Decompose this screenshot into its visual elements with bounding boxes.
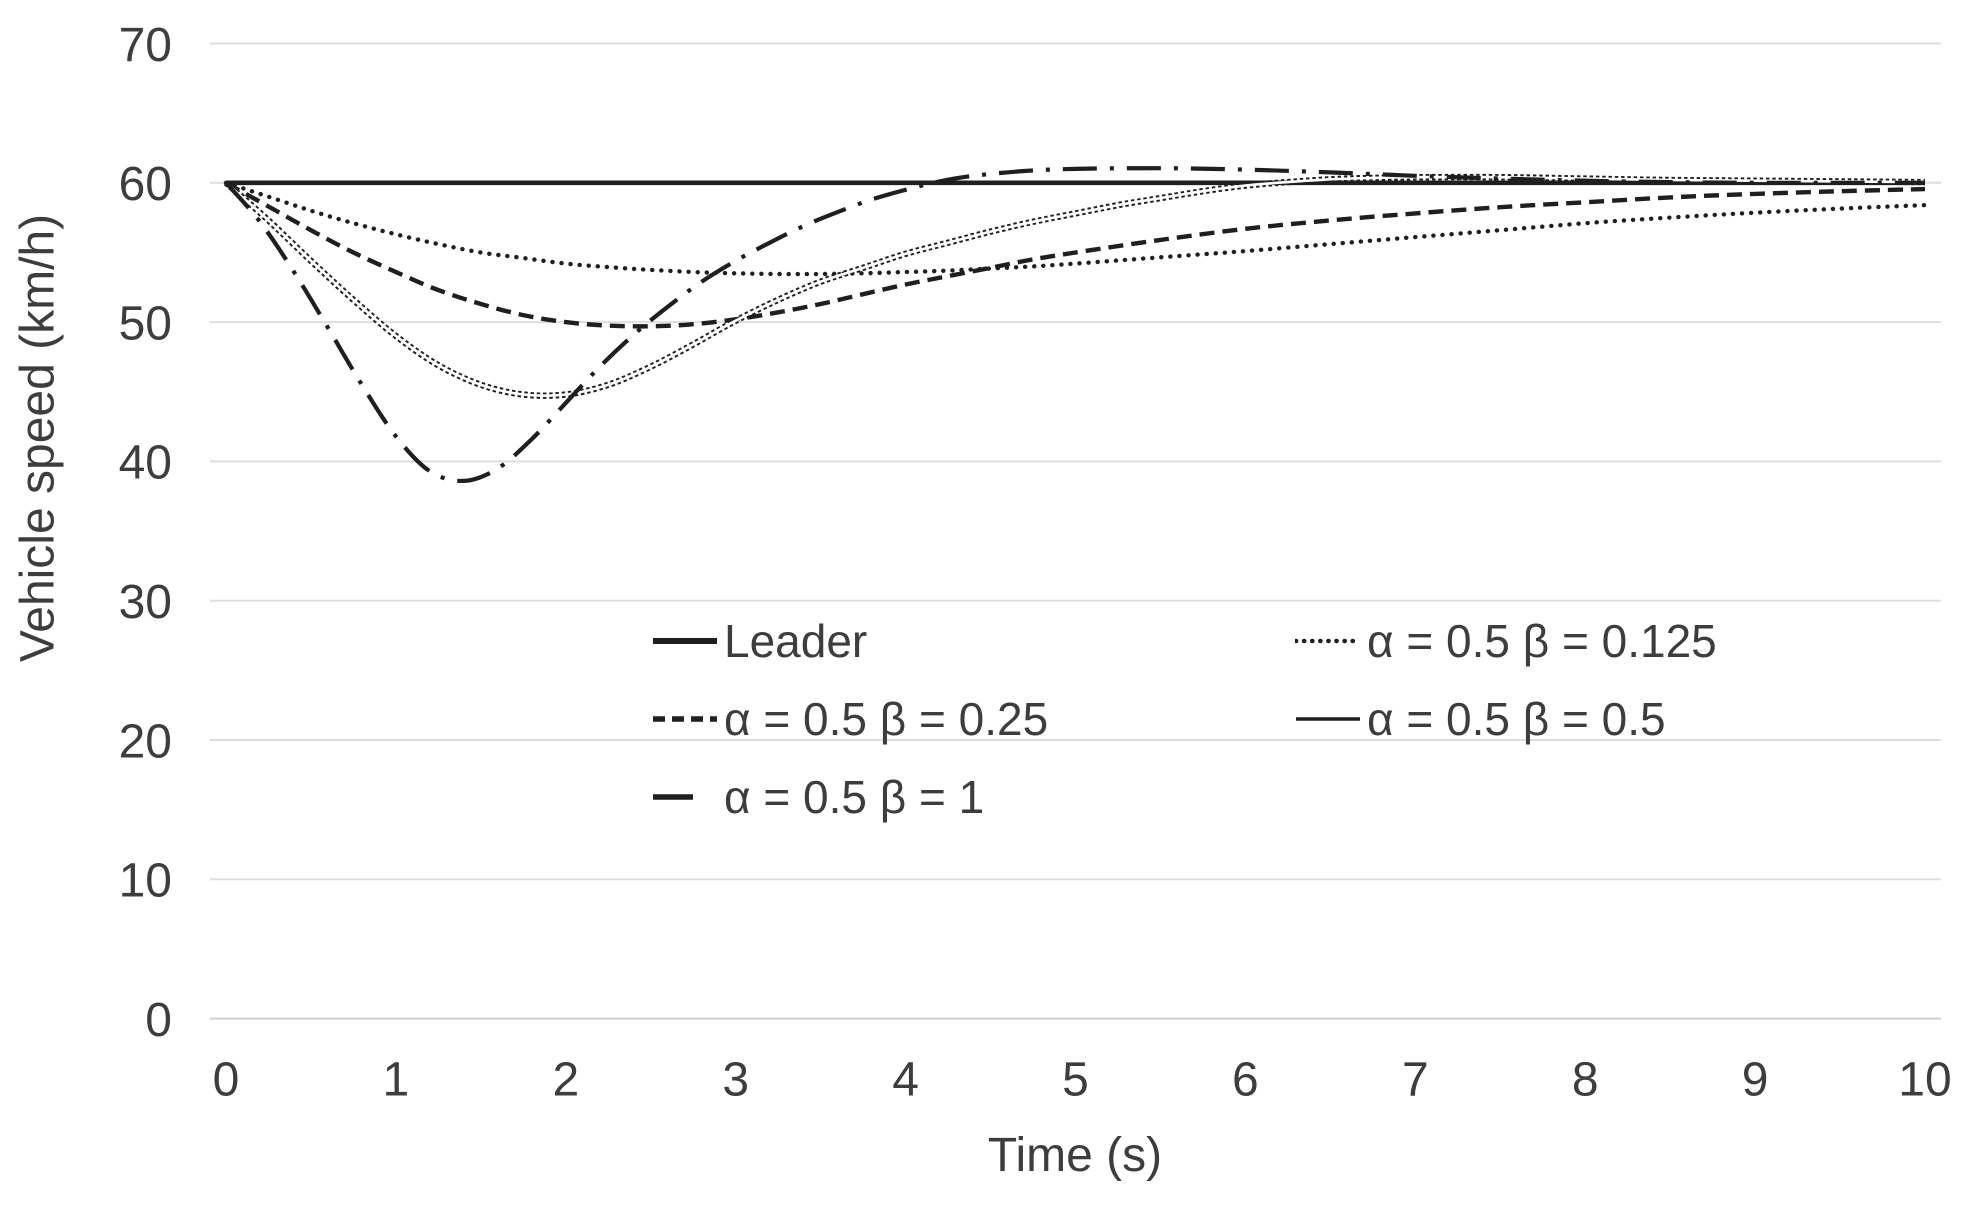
- x-tick-label-6: 6: [1232, 1053, 1259, 1106]
- series-path-2: [224, 180, 1926, 329]
- legend-item-label: α = 0.5 β = 0.25: [724, 693, 1049, 745]
- y-tick-label-60: 60: [119, 158, 172, 211]
- legend-marker-solid-thick-icon: [653, 638, 717, 644]
- x-tick-label-2: 2: [552, 1053, 579, 1106]
- series-path-3-core: [225, 175, 1926, 397]
- legend-item-4: α = 0.5 β = 1: [652, 769, 984, 825]
- legend-marker-dashdot-icon: [653, 794, 717, 800]
- y-tick-label-30: 30: [119, 576, 172, 629]
- x-tick-label-8: 8: [1572, 1053, 1599, 1106]
- y-tick-label-70: 70: [119, 19, 172, 72]
- legend-item-0: Leader: [652, 613, 867, 669]
- x-tick-label-4: 4: [892, 1053, 919, 1106]
- x-tick-label-9: 9: [1742, 1053, 1769, 1106]
- legend-marker-dotted-icon: [1295, 638, 1361, 644]
- x-tick-label-5: 5: [1062, 1053, 1089, 1106]
- y-tick-label-0: 0: [145, 994, 172, 1047]
- legend-marker-beaded-icon: [1296, 717, 1360, 721]
- x-tick-label-10: 10: [1898, 1053, 1951, 1106]
- y-tick-label-10: 10: [119, 855, 172, 908]
- legend-item-label: α = 0.5 β = 0.125: [1367, 615, 1717, 667]
- x-axis-title: Time (s): [987, 1129, 1163, 1182]
- legend-item-label: α = 0.5 β = 1: [724, 771, 985, 823]
- legend-item-label: α = 0.5 β = 0.5: [1367, 693, 1666, 745]
- y-axis-title: Vehicle speed (km/h): [11, 213, 65, 663]
- series-path-1: [223, 180, 1928, 277]
- x-tick-label-3: 3: [722, 1053, 749, 1106]
- legend-item-2: α = 0.5 β = 0.25: [652, 691, 1048, 747]
- y-tick-label-20: 20: [119, 715, 172, 768]
- legend-item-3: α = 0.5 β = 0.5: [1295, 691, 1666, 747]
- series-path-3: [223, 173, 1926, 399]
- legend-marker-dashed-icon: [653, 716, 717, 722]
- legend-item-1: α = 0.5 β = 0.125: [1295, 613, 1717, 669]
- y-tick-label-40: 40: [119, 437, 172, 490]
- y-tick-label-50: 50: [119, 297, 172, 350]
- series-path-4: [224, 166, 1925, 484]
- legend-item-label: Leader: [724, 615, 868, 667]
- x-tick-label-7: 7: [1402, 1053, 1429, 1106]
- x-tick-label-1: 1: [383, 1053, 410, 1106]
- x-tick-label-0: 0: [213, 1053, 240, 1106]
